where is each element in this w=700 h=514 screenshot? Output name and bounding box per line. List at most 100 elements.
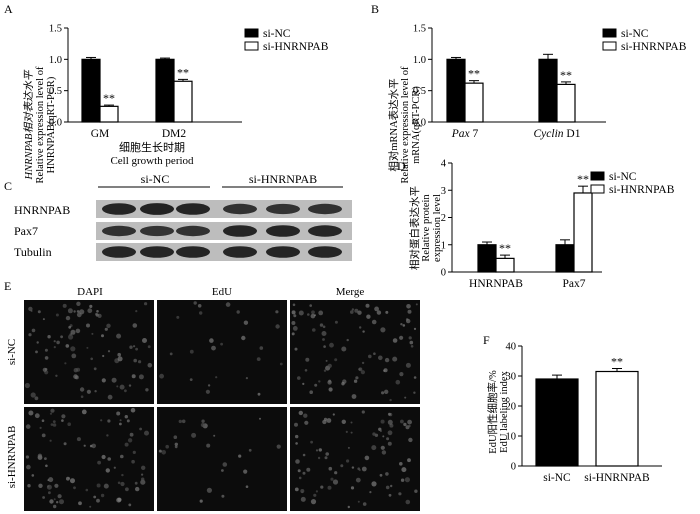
micro-nucleus <box>65 344 70 348</box>
micro-nucleus <box>65 315 71 321</box>
micro-nucleus <box>320 485 324 489</box>
micro-nucleus <box>318 310 324 316</box>
blot-band-pax7 <box>176 225 210 237</box>
micro-nucleus <box>362 330 365 333</box>
micro-nucleus <box>44 356 49 360</box>
micro-nucleus <box>178 419 182 424</box>
micro-nucleus <box>314 314 316 317</box>
blot-group-label-kd: si-HNRNPAB <box>249 172 317 186</box>
micro-nucleus <box>379 473 383 477</box>
micro-nucleus <box>328 466 333 471</box>
panel-f-ylabel-line2: EdU labeling index <box>499 370 510 452</box>
micro-nucleus <box>350 486 355 490</box>
micro-nucleus <box>355 477 361 483</box>
blot-band-tubulin <box>102 246 136 258</box>
micro-nucleus <box>199 499 203 503</box>
micro-nucleus <box>400 419 404 424</box>
chart-a-legend-label-kd: si-HNRNPAB <box>263 41 329 53</box>
panel-letter-e: E <box>4 279 11 293</box>
micro-nucleus <box>400 478 405 482</box>
micro-nucleus <box>382 435 385 438</box>
micro-nucleus <box>83 444 86 447</box>
chart-b-ytick-label: 0.0 <box>413 118 426 129</box>
micro-nucleus <box>408 424 411 428</box>
micro-nucleus <box>47 485 50 488</box>
micro-nucleus <box>205 389 210 394</box>
micro-nucleus <box>365 303 370 308</box>
blot-band-pax7 <box>140 225 174 237</box>
micro-nucleus <box>117 481 121 485</box>
micro-nucleus <box>53 346 56 349</box>
chart-d-bar <box>555 244 575 273</box>
micro-nucleus <box>399 335 404 340</box>
blot-row-label-pax7: Pax7 <box>14 224 38 238</box>
micro-nucleus <box>309 304 313 307</box>
micro-nucleus <box>354 308 359 313</box>
micro-nucleus <box>140 479 146 485</box>
micro-nucleus <box>97 460 101 465</box>
micro-nucleus <box>173 435 178 440</box>
micro-nucleus <box>405 499 411 505</box>
micro-nucleus <box>75 328 81 334</box>
micro-nucleus <box>302 471 306 475</box>
micro-nucleus <box>169 352 173 356</box>
micro-nucleus <box>61 419 64 422</box>
micro-nucleus <box>383 369 386 372</box>
micro-nucleus <box>117 497 122 502</box>
micro-nucleus <box>141 465 146 470</box>
micro-nucleus <box>68 334 74 340</box>
micro-nucleus <box>390 484 393 488</box>
blot-row-label-tubulin: Tubulin <box>14 245 52 259</box>
micro-nucleus <box>25 424 31 429</box>
micro-nucleus <box>147 362 153 368</box>
micro-nucleus <box>415 303 418 306</box>
micro-nucleus <box>100 419 103 422</box>
micro-nucleus <box>238 454 242 458</box>
micro-nucleus <box>111 377 117 383</box>
blot-band-hnrnpab <box>102 203 136 215</box>
panel-letter-b: B <box>371 2 379 16</box>
blot-band-hnrnpab <box>140 203 174 215</box>
micro-nucleus <box>407 309 412 314</box>
micro-nucleus <box>161 450 166 455</box>
micro-nucleus <box>392 356 398 362</box>
micro-nucleus <box>57 494 62 499</box>
chart-b-legend-swatch-kd <box>602 41 617 51</box>
micro-nucleus <box>406 318 411 324</box>
micro-cell-panel <box>24 300 154 404</box>
micro-nucleus <box>332 413 335 416</box>
micro-nucleus <box>107 394 113 400</box>
micro-nucleus <box>117 356 123 362</box>
micro-nucleus <box>326 418 332 423</box>
micro-nucleus <box>361 361 365 365</box>
micro-nucleus <box>106 434 109 437</box>
micro-nucleus <box>49 439 52 442</box>
micro-nucleus <box>93 367 97 371</box>
chart-b-ytick-label: 0.5 <box>413 86 426 97</box>
micro-nucleus <box>96 483 101 488</box>
micro-nucleus <box>71 353 77 359</box>
micro-nucleus <box>395 379 401 385</box>
micro-nucleus <box>410 345 414 348</box>
micro-nucleus <box>101 334 104 338</box>
micro-nucleus <box>294 347 298 351</box>
chart-f-ytick-label: 30 <box>506 372 517 383</box>
micro-nucleus <box>66 476 70 481</box>
micro-nucleus <box>301 491 304 494</box>
panel-a-ylabel-line2: Relative expression level of <box>35 66 46 183</box>
micro-nucleus <box>256 357 261 361</box>
micro-nucleus <box>310 440 313 444</box>
micro-nucleus <box>113 466 116 469</box>
micro-col-label-dapi: DAPI <box>77 286 103 298</box>
micro-nucleus <box>56 340 60 345</box>
micro-nucleus <box>76 312 82 318</box>
micro-nucleus <box>259 417 261 420</box>
micro-nucleus <box>59 499 64 505</box>
chart-a-significance: ** <box>103 91 115 105</box>
micro-nucleus <box>50 423 54 426</box>
micro-nucleus <box>341 346 347 352</box>
blot-band-pax7 <box>102 225 136 237</box>
micro-nucleus <box>358 367 363 372</box>
chart-f-category-label: si-HNRNPAB <box>584 472 650 484</box>
